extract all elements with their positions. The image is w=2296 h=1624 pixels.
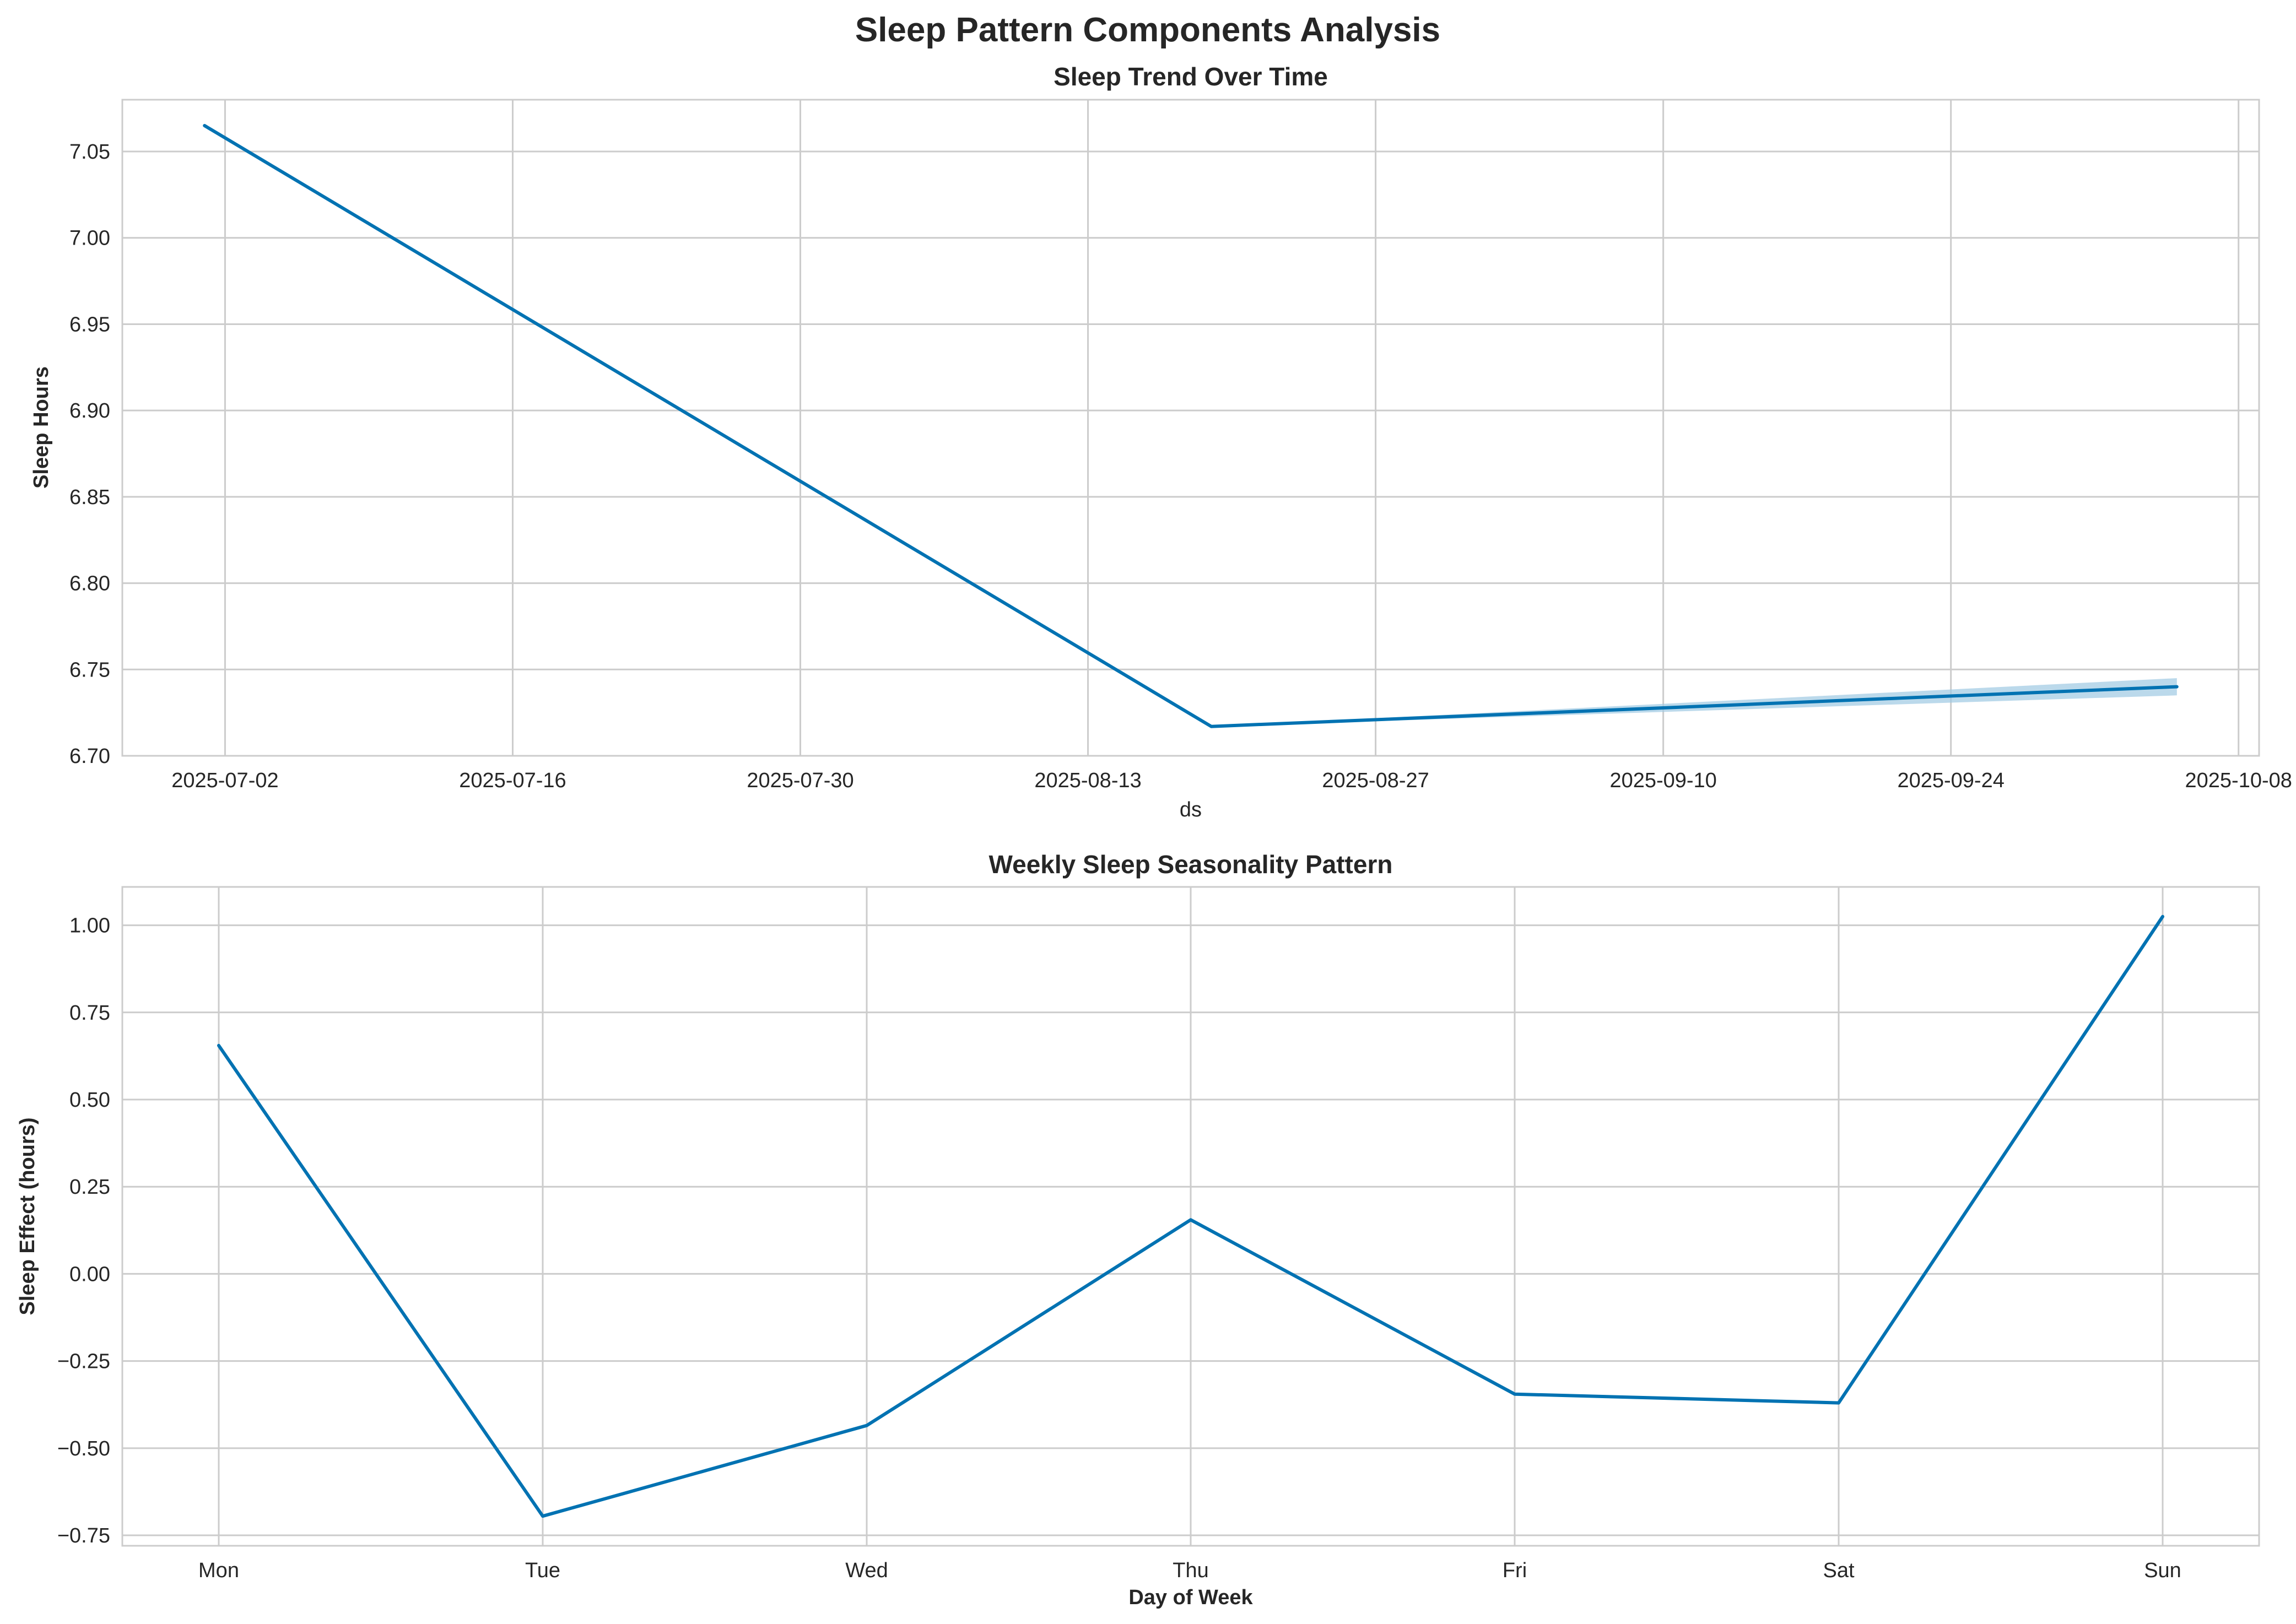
weekly-x-tick-label: Sat bbox=[1823, 1559, 1854, 1582]
weekly-x-tick-label: Mon bbox=[198, 1559, 239, 1582]
trend-y-tick-label: 6.70 bbox=[69, 745, 110, 768]
weekly-x-tick-label: Fri bbox=[1503, 1559, 1527, 1582]
weekly-x-tick-label: Sun bbox=[2144, 1559, 2181, 1582]
weekly-y-tick-label: 0.75 bbox=[69, 1002, 110, 1025]
trend-plot-frame bbox=[121, 99, 2260, 757]
weekly-plot-frame bbox=[121, 886, 2260, 1547]
trend-y-tick-label: 6.80 bbox=[69, 572, 110, 596]
trend-y-tick-label: 7.05 bbox=[69, 140, 110, 164]
trend-line bbox=[203, 124, 2179, 728]
trend-x-tick-label: 2025-07-16 bbox=[459, 769, 566, 792]
trend-y-tick-label: 6.85 bbox=[69, 486, 110, 509]
trend-x-tick-label: 2025-07-02 bbox=[171, 769, 278, 792]
trend-y-axis-label: Sleep Hours bbox=[30, 366, 53, 489]
figure-title: Sleep Pattern Components Analysis bbox=[855, 11, 1440, 49]
trend-y-tick-label: 7.00 bbox=[69, 227, 110, 250]
trend-x-tick-label: 2025-08-27 bbox=[1322, 769, 1429, 792]
weekly-y-tick-label: −0.75 bbox=[57, 1524, 110, 1547]
trend-chart: Sleep Trend Over Time 6.706.756.806.856.… bbox=[30, 62, 2292, 821]
weekly-y-axis-label: Sleep Effect (hours) bbox=[16, 1118, 39, 1316]
weekly-y-tick-label: −0.25 bbox=[57, 1350, 110, 1373]
weekly-line bbox=[217, 914, 2164, 1518]
trend-x-tick-labels: 2025-07-02 2025-07-16 2025-07-30 2025-08-13… bbox=[171, 769, 2292, 792]
weekly-y-tick-label: 1.00 bbox=[69, 914, 110, 938]
weekly-y-tick-label: 0.25 bbox=[69, 1176, 110, 1199]
trend-x-tick-label: 2025-09-10 bbox=[1609, 769, 1716, 792]
trend-y-tick-label: 6.75 bbox=[69, 658, 110, 681]
weekly-y-tick-label: 0.00 bbox=[69, 1263, 110, 1286]
trend-gridlines bbox=[122, 100, 2259, 757]
weekly-x-axis-label: Day of Week bbox=[1128, 1586, 1253, 1609]
weekly-x-tick-label: Tue bbox=[525, 1559, 560, 1582]
weekly-chart-title: Weekly Sleep Seasonality Pattern bbox=[989, 850, 1393, 879]
trend-x-tick-label: 2025-09-24 bbox=[1897, 769, 2004, 792]
weekly-y-tick-label: −0.50 bbox=[57, 1437, 110, 1460]
weekly-x-tick-label: Wed bbox=[845, 1559, 888, 1582]
trend-x-axis-label: ds bbox=[1180, 798, 1202, 821]
weekly-y-tick-labels: 1.00 0.75 0.50 0.25 0.00 −0.25 −0.50 −0.75 bbox=[57, 914, 110, 1547]
trend-y-tick-labels: 6.70 6.75 6.80 6.85 6.90 6.95 7.00 7.05 bbox=[69, 140, 110, 768]
trend-x-tick-label: 2025-10-08 bbox=[2185, 769, 2292, 792]
weekly-chart: Weekly Sleep Seasonality Pattern 1.00 0.7… bbox=[16, 850, 2260, 1609]
weekly-y-tick-label: 0.50 bbox=[69, 1089, 110, 1112]
trend-y-tick-label: 6.95 bbox=[69, 313, 110, 336]
weekly-x-tick-label: Thu bbox=[1173, 1559, 1208, 1582]
weekly-x-tick-labels: Mon Tue Wed Thu Fri Sat Sun bbox=[198, 1559, 2181, 1582]
trend-confidence-band bbox=[204, 126, 2177, 727]
trend-chart-title: Sleep Trend Over Time bbox=[1054, 62, 1328, 91]
trend-x-tick-label: 2025-08-13 bbox=[1034, 769, 1141, 792]
trend-x-tick-label: 2025-07-30 bbox=[747, 769, 853, 792]
weekly-gridlines bbox=[122, 887, 2259, 1546]
trend-y-tick-label: 6.90 bbox=[69, 399, 110, 423]
